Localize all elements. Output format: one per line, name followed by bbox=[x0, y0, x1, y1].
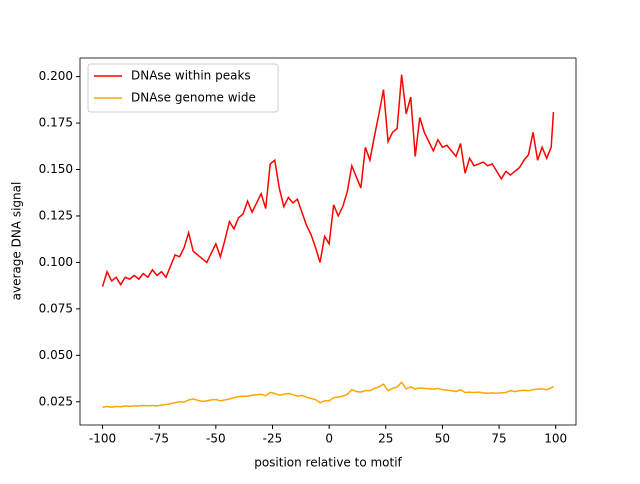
series-line bbox=[101, 74, 555, 287]
x-tick-label: 100 bbox=[544, 432, 567, 446]
x-tick-label: 0 bbox=[325, 432, 333, 446]
y-tick-label: 0.175 bbox=[39, 116, 73, 130]
x-tick-label: -25 bbox=[263, 432, 283, 446]
y-axis-label: average DNA signal bbox=[10, 182, 24, 301]
legend-box bbox=[87, 63, 279, 113]
legend-label: DNAse within peaks bbox=[131, 69, 251, 83]
plot-frame bbox=[79, 57, 577, 426]
y-tick-label: 0.025 bbox=[39, 394, 73, 408]
x-tick-label: -75 bbox=[149, 432, 169, 446]
y-tick-label: 0.075 bbox=[39, 301, 73, 315]
series-line bbox=[102, 381, 554, 409]
y-tick-label: 0.125 bbox=[39, 208, 73, 222]
x-tick-label: -100 bbox=[89, 432, 116, 446]
x-tick-label: 50 bbox=[435, 432, 450, 446]
y-tick-label: 0.100 bbox=[39, 255, 73, 269]
x-tick-label: -50 bbox=[206, 432, 226, 446]
legend-label: DNAse genome wide bbox=[131, 91, 256, 105]
y-tick-label: 0.200 bbox=[39, 69, 73, 83]
y-tick-label: 0.050 bbox=[39, 348, 73, 362]
x-tick-label: 25 bbox=[378, 432, 393, 446]
x-tick-label: 75 bbox=[491, 432, 506, 446]
x-axis-label: position relative to motif bbox=[254, 456, 402, 470]
y-tick-label: 0.150 bbox=[39, 162, 73, 176]
